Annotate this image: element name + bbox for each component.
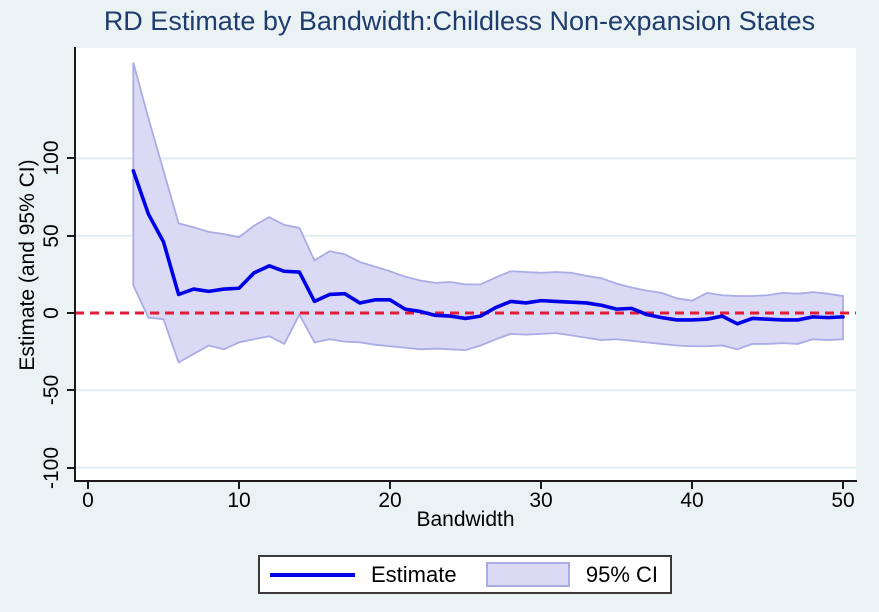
x-tick-label-0: 0 [82, 489, 94, 512]
x-tick-label-10: 10 [227, 489, 251, 512]
y-tick--100 [67, 466, 74, 469]
legend-ci-label: 95% CI [585, 561, 658, 587]
legend-item-estimate: Estimate [270, 562, 457, 588]
y-axis-title: Estimate (and 95% CI) [16, 159, 39, 371]
estimate-line-swatch [270, 572, 355, 577]
x-tick-50 [842, 482, 844, 489]
y-tick-label-50: 50 [40, 224, 63, 248]
y-tick-50 [67, 234, 74, 237]
y-tick-100 [67, 157, 74, 160]
y-tick--50 [67, 389, 74, 392]
estimate-line [131, 168, 845, 326]
legend: Estimate 95% CI [258, 555, 672, 594]
x-tick-label-30: 30 [529, 489, 553, 512]
legend-estimate-label: Estimate [371, 561, 457, 587]
x-tick-0 [87, 482, 89, 489]
x-axis-line [74, 480, 857, 482]
ci-band [132, 62, 844, 364]
y-tick-label--100: -100 [40, 446, 63, 489]
y-tick-label--50: -50 [40, 375, 63, 406]
y-axis-line [74, 47, 76, 481]
x-tick-label-20: 20 [378, 489, 402, 512]
y-tick-label-0: 0 [40, 307, 63, 319]
legend-item-ci: 95% CI [485, 561, 658, 588]
x-axis-title: Bandwidth [416, 508, 515, 531]
x-tick-20 [389, 482, 391, 489]
x-tick-label-50: 50 [831, 489, 855, 512]
x-tick-30 [540, 482, 542, 489]
ci-band-swatch [485, 562, 570, 587]
x-tick-40 [691, 482, 693, 489]
y-tick-label-100: 100 [40, 140, 63, 176]
y-tick-0 [67, 312, 74, 314]
chart-plot [75, 62, 856, 469]
x-tick-label-40: 40 [680, 489, 704, 512]
x-tick-10 [238, 482, 240, 489]
chart-title: RD Estimate by Bandwidth:Childless Non-e… [103, 6, 816, 36]
